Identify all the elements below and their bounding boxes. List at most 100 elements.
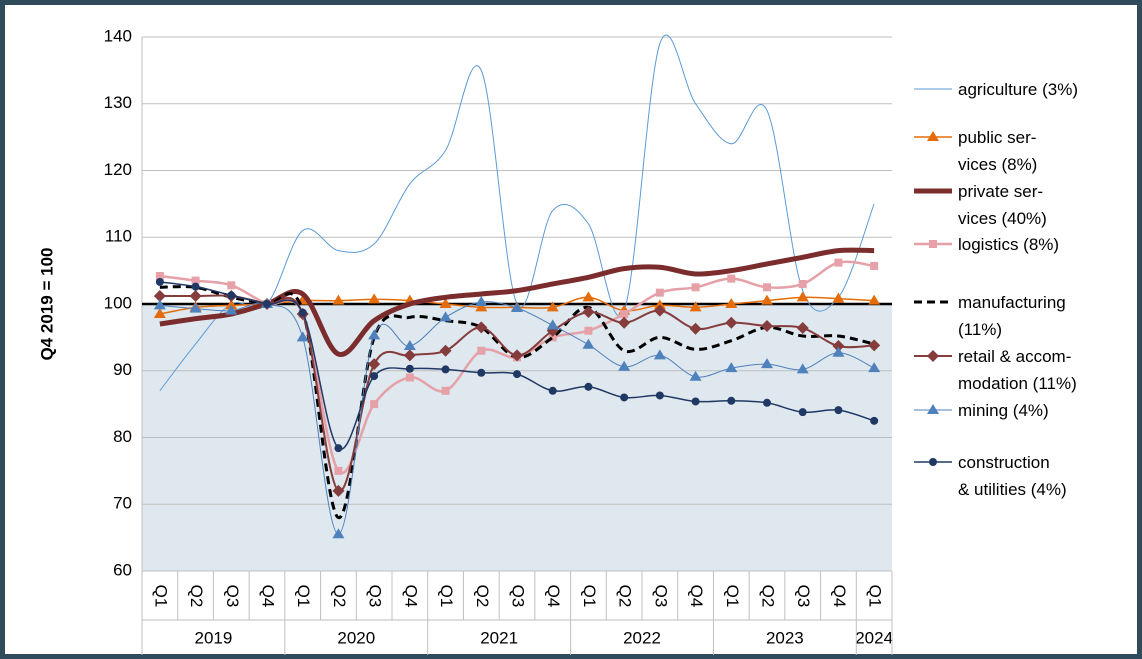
marker <box>546 319 559 330</box>
marker <box>868 362 881 373</box>
marker <box>441 365 450 374</box>
marker <box>403 349 416 362</box>
marker <box>725 298 738 308</box>
marker <box>189 289 202 302</box>
marker <box>332 484 345 497</box>
marker <box>620 393 629 402</box>
marker <box>929 240 937 248</box>
marker <box>620 310 629 319</box>
y-tick-label: 130 <box>104 93 132 112</box>
x-tick-label: Q3 <box>509 585 528 608</box>
x-tick-label: Q2 <box>330 585 349 608</box>
marker <box>653 349 666 360</box>
legend-entry: manufacturing (11%) <box>958 293 1066 339</box>
y-tick-label: 90 <box>113 360 132 379</box>
marker <box>655 391 664 400</box>
y-tick-label: 100 <box>104 293 132 312</box>
marker <box>153 299 166 310</box>
marker <box>653 304 666 317</box>
marker <box>868 294 881 305</box>
marker <box>511 302 523 313</box>
marker <box>475 321 488 334</box>
marker <box>155 271 164 280</box>
marker <box>405 364 414 373</box>
marker <box>546 301 559 312</box>
marker <box>155 277 164 286</box>
group-label: 2020 <box>337 628 375 647</box>
marker <box>439 344 452 357</box>
marker <box>927 404 939 414</box>
x-tick-label: Q3 <box>794 585 813 608</box>
x-tick-label: Q2 <box>759 585 778 608</box>
marker <box>191 276 200 285</box>
marker <box>439 311 452 322</box>
marker <box>727 396 736 405</box>
x-tick-label: Q1 <box>437 585 456 608</box>
marker <box>441 386 450 395</box>
marker <box>691 283 700 292</box>
marker <box>477 346 486 355</box>
marker <box>689 301 702 312</box>
marker <box>584 382 593 391</box>
marker <box>832 340 845 353</box>
marker <box>227 291 236 300</box>
marker <box>475 295 488 306</box>
marker <box>582 306 595 319</box>
x-tick-label: Q4 <box>830 585 849 608</box>
x-tick-label: Q1 <box>866 585 885 608</box>
marker <box>403 340 416 351</box>
marker <box>927 131 939 141</box>
marker <box>225 299 238 310</box>
marker <box>263 300 271 308</box>
marker <box>477 368 486 377</box>
marker <box>298 308 307 317</box>
x-tick-label: Q4 <box>687 585 706 608</box>
marker <box>798 408 807 417</box>
marker <box>225 304 238 315</box>
marker <box>405 373 414 382</box>
marker <box>870 416 879 425</box>
series-line <box>159 281 875 450</box>
x-tick-label: Q1 <box>580 585 599 608</box>
marker <box>655 288 664 297</box>
group-label: 2021 <box>480 628 518 647</box>
marker <box>618 360 631 371</box>
legend-entry: retail & accom- modation (11%) <box>958 347 1077 393</box>
group-label: 2023 <box>766 628 804 647</box>
series-line <box>159 34 875 392</box>
marker <box>511 349 523 362</box>
marker <box>153 308 166 319</box>
marker <box>584 326 593 335</box>
x-tick-label: Q4 <box>401 585 420 608</box>
group-label: 2019 <box>195 628 233 647</box>
marker <box>727 274 736 283</box>
marker <box>582 338 595 349</box>
marker <box>929 458 937 466</box>
marker <box>618 316 631 329</box>
marker <box>368 329 381 340</box>
x-tick-label: Q3 <box>223 585 242 608</box>
marker <box>332 528 345 539</box>
legend-entry: construction & utilities (4%) <box>958 453 1067 499</box>
marker <box>834 258 843 267</box>
x-tick-label: Q3 <box>651 585 670 608</box>
marker <box>763 398 771 407</box>
marker <box>189 302 202 313</box>
group-label: 2024 <box>855 628 893 647</box>
marker <box>868 339 881 352</box>
marker <box>296 331 309 342</box>
marker <box>332 294 345 305</box>
marker <box>582 291 595 302</box>
marker <box>763 283 771 292</box>
legend-entry: agriculture (3%) <box>958 80 1078 99</box>
marker <box>725 362 738 373</box>
x-tick-label: Q4 <box>544 585 563 608</box>
marker <box>689 322 702 335</box>
y-tick-label: 80 <box>113 427 132 446</box>
y-tick-label: 70 <box>113 494 132 513</box>
group-label: 2022 <box>623 628 661 647</box>
marker <box>834 406 843 415</box>
y-tick-label: 140 <box>104 26 132 45</box>
y-tick-label: 120 <box>104 160 132 179</box>
